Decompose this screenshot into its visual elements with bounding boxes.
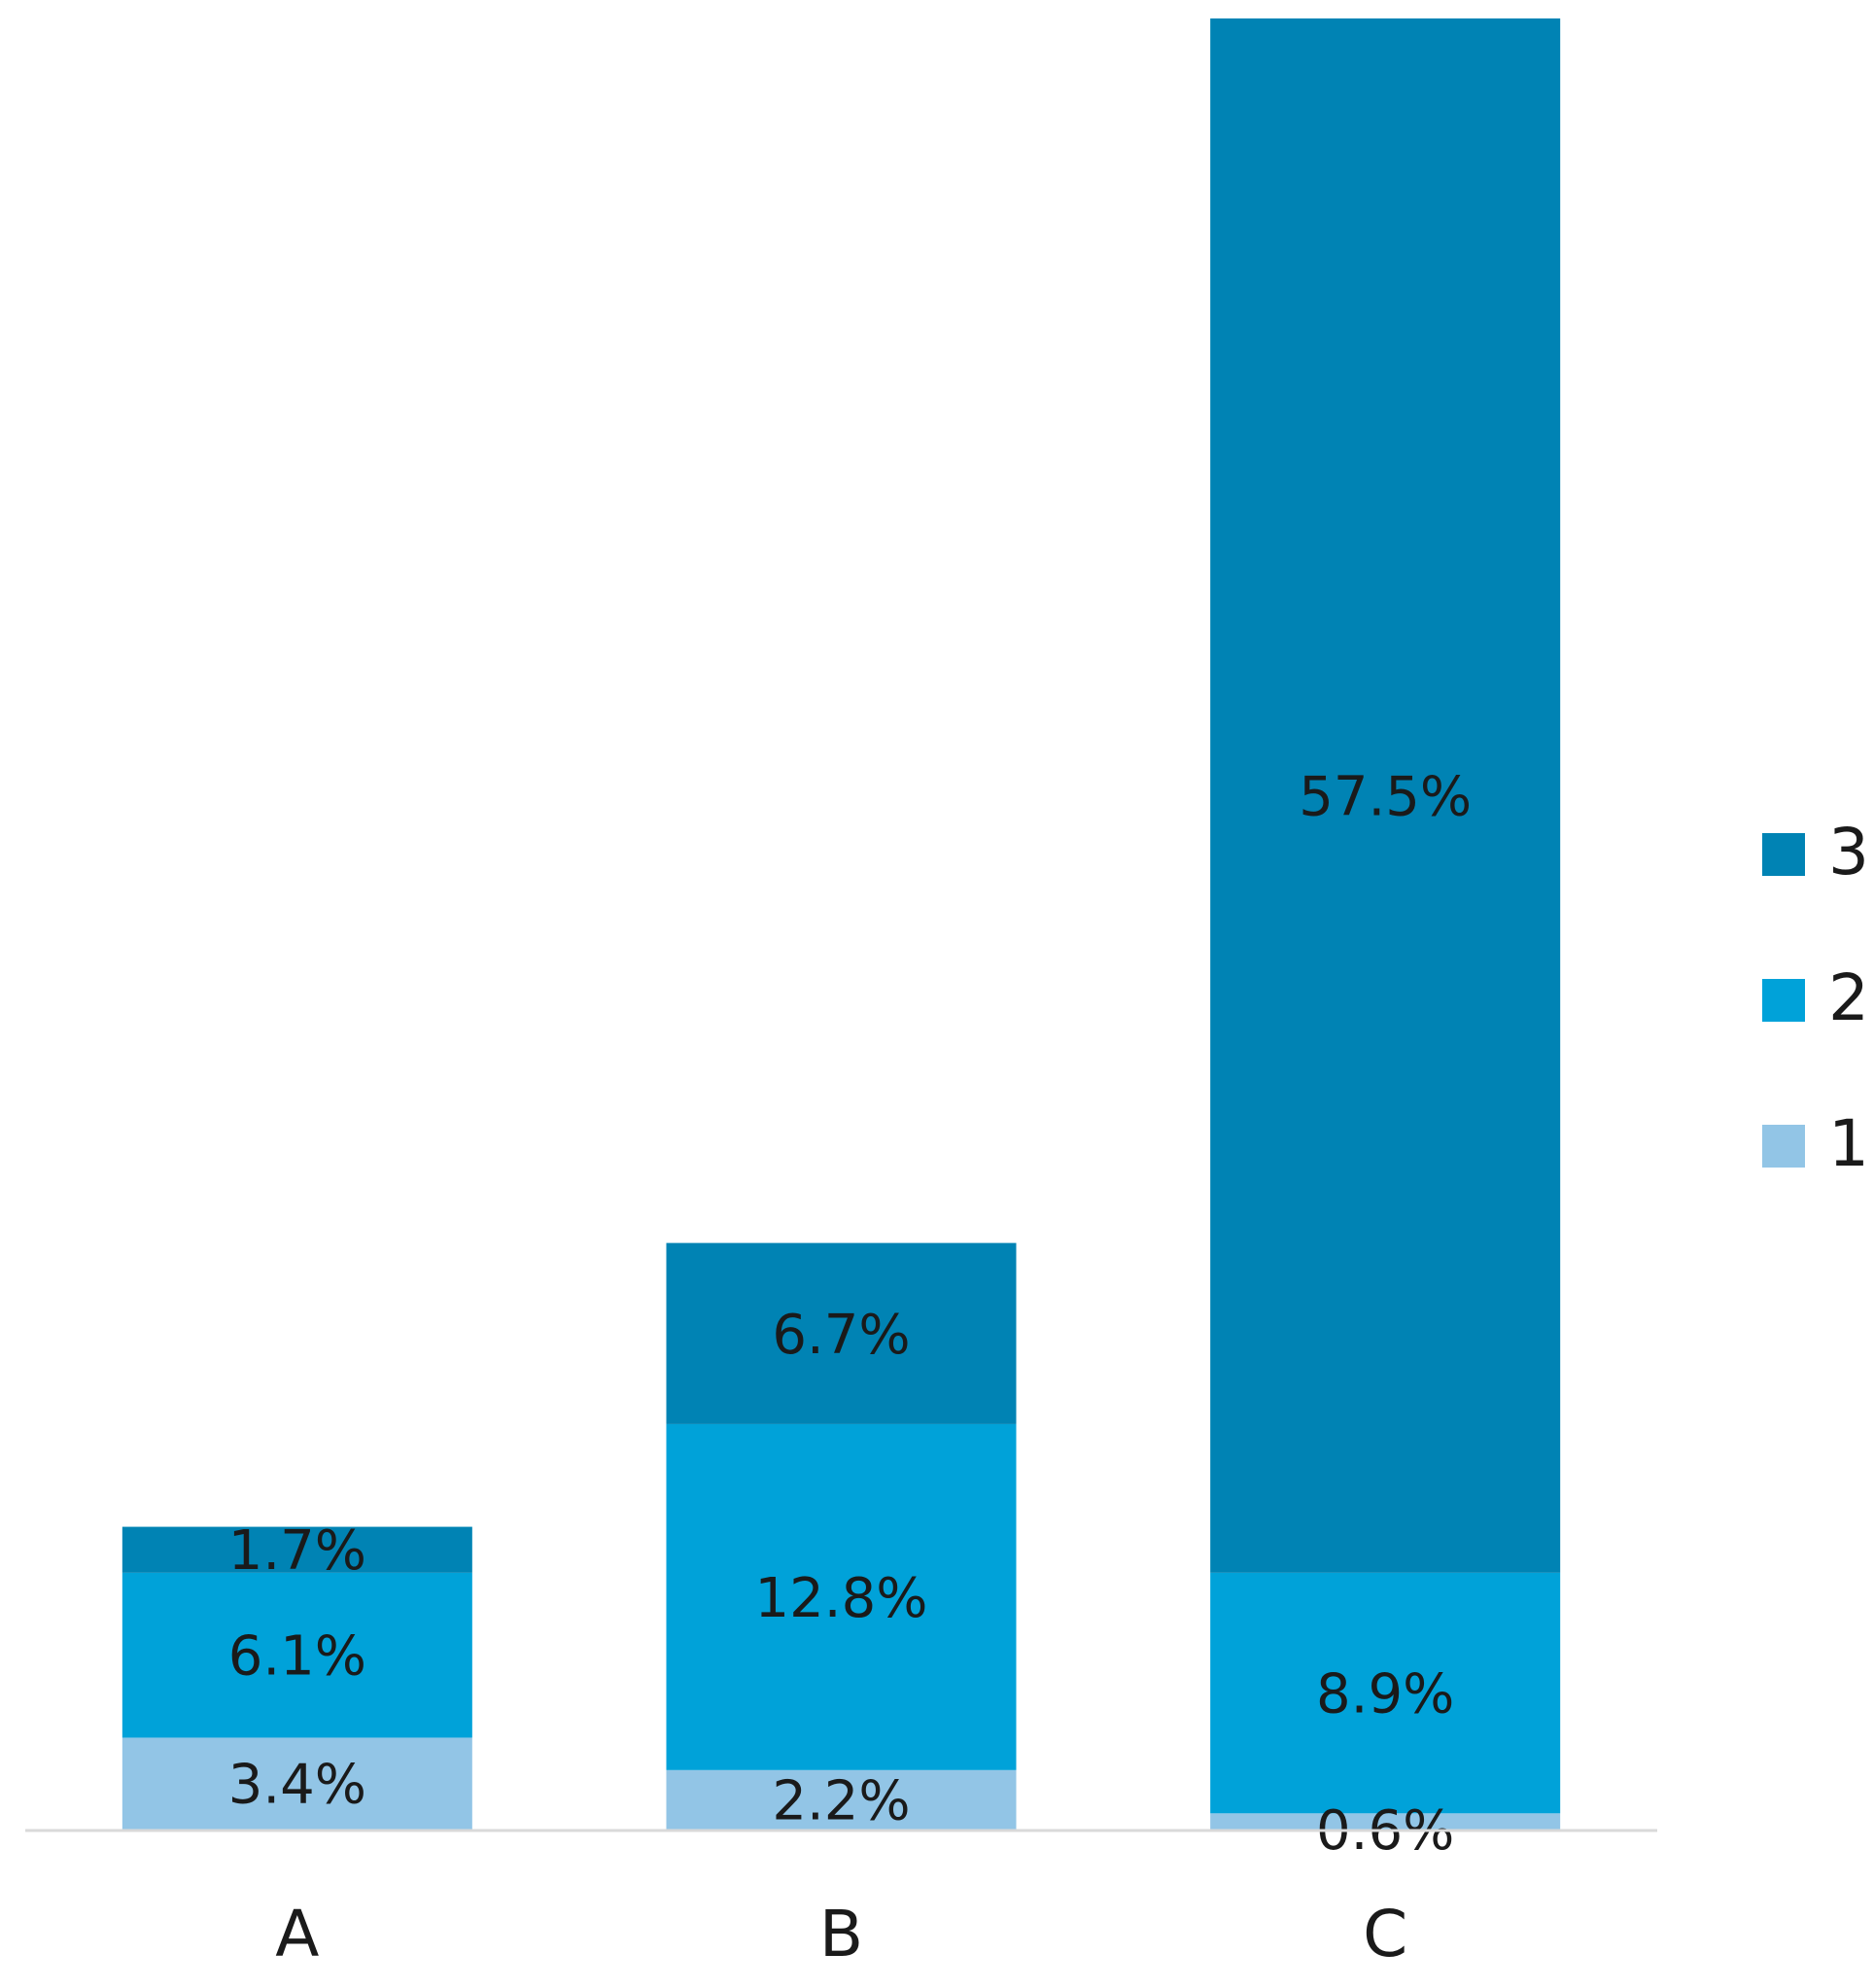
bar-segment-a-series-2 [121,1572,472,1738]
data-label-b-series-2: 12.8% [755,1567,928,1630]
data-label-a-series-1: 3.4% [228,1754,366,1817]
data-label-b-series-3: 6.7% [772,1304,910,1367]
bar-segment-b-series-1 [666,1769,1017,1830]
x-tick-labels-group: A B C [275,1897,1407,1971]
legend-label-series-3: 3 [1828,815,1869,889]
data-label-c-series-2: 8.9% [1316,1663,1454,1726]
legend-swatch-series-3 [1762,833,1805,876]
bar-segment-a-series-3 [121,1526,472,1573]
legend-swatch-series-2 [1762,979,1805,1022]
bar-segment-b-series-2 [666,1423,1017,1770]
data-labels-group: 3.4%6.1%1.7%2.2%12.8%6.7%0.6%8.9%57.5% [228,765,1472,1863]
data-label-c-series-3: 57.5% [1299,765,1472,828]
x-tick-label-b: B [819,1897,863,1971]
bar-segment-a-series-1 [121,1737,472,1830]
data-label-a-series-3: 1.7% [228,1519,366,1583]
bar-segment-c-series-2 [1210,1572,1561,1814]
legend-label-series-1: 1 [1828,1106,1869,1181]
x-tick-label-a: A [275,1897,319,1971]
x-tick-label-c: C [1363,1897,1407,1971]
bars-group [121,18,1561,1830]
legend-swatch-series-1 [1762,1125,1805,1168]
bar-segment-c-series-1 [1210,1813,1561,1830]
legend-label-series-2: 2 [1828,960,1869,1035]
data-label-b-series-1: 2.2% [772,1769,910,1832]
legend: 3 2 1 [1762,815,1869,1181]
bar-segment-c-series-3 [1210,18,1561,1573]
bar-segment-b-series-3 [666,1242,1017,1424]
data-label-a-series-2: 6.1% [228,1625,366,1689]
